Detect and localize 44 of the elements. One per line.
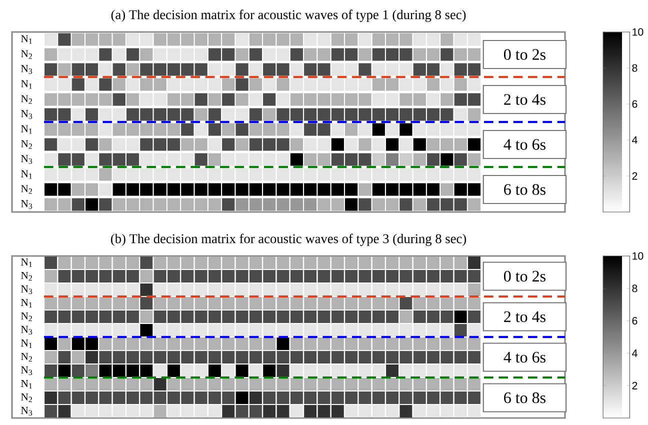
y-tick-label: N$_{3}$ (21, 200, 32, 209)
y-tick-label: N$_{1}$ (21, 80, 32, 89)
y-tick-label: N$_{1}$ (21, 170, 32, 179)
y-tick-label: N$_{2}$ (21, 352, 32, 362)
y-tick-label: N$_{1}$ (21, 35, 32, 44)
y-tick-label: N$_{3}$ (21, 155, 32, 164)
color-bar-label: 6 (632, 317, 638, 325)
text: 4 to 6s (504, 139, 546, 150)
color-bar-label: 2 (632, 382, 638, 390)
y-tick-label: N$_{2}$ (21, 312, 32, 322)
y-tick-label: N$_{1}$ (21, 298, 32, 308)
y-tick-label: N$_{2}$ (21, 50, 32, 59)
color-bar-label: 4 (632, 136, 638, 144)
y-tick-label: N$_{1}$ (21, 380, 32, 389)
text: 6 to 8s (504, 392, 546, 404)
y-tick-label: N$_{3}$ (21, 110, 32, 119)
y-tick-label: N$_{2}$ (21, 185, 32, 194)
color-bar-label: 8 (632, 64, 638, 72)
y-tick-label: N$_{2}$ (21, 393, 32, 402)
color-bar-label: 4 (632, 350, 638, 357)
color-bar-label: 6 (632, 100, 638, 108)
text: 4 to 6s (504, 352, 546, 363)
y-tick-label: N$_{3}$ (21, 366, 32, 376)
y-tick-label: N$_{2}$ (21, 95, 32, 104)
text: 0 to 2s (504, 270, 546, 282)
text: 0 to 2s (504, 49, 546, 60)
color-bar-label: 8 (632, 284, 638, 292)
y-tick-label: N$_{1}$ (21, 125, 32, 134)
text: 2 to 4s (504, 94, 546, 105)
y-tick-label: N$_{1}$ (21, 339, 32, 348)
y-tick-label: N$_{3}$ (21, 285, 32, 294)
y-tick-label: N$_{2}$ (21, 140, 32, 149)
y-tick-label: N$_{1}$ (21, 258, 32, 268)
color-bar-label: 10 (632, 28, 644, 36)
y-tick-label: N$_{2}$ (21, 272, 32, 281)
text: 6 to 8s (504, 184, 546, 195)
chart-title: (a) The decision matrix for acoustic waves of type 1 (during 8 sec) (111, 10, 466, 22)
text: 2 to 4s (504, 311, 546, 322)
color-bar-label: 2 (632, 172, 638, 180)
color-bar-label: 10 (632, 252, 644, 260)
y-tick-label: N$_{3}$ (21, 326, 32, 335)
y-tick-label: N$_{3}$ (21, 406, 32, 416)
chart-title: (b) The decision matrix for acoustic waves of type 3 (during 8 sec) (111, 234, 466, 246)
y-tick-label: N$_{3}$ (21, 65, 32, 74)
